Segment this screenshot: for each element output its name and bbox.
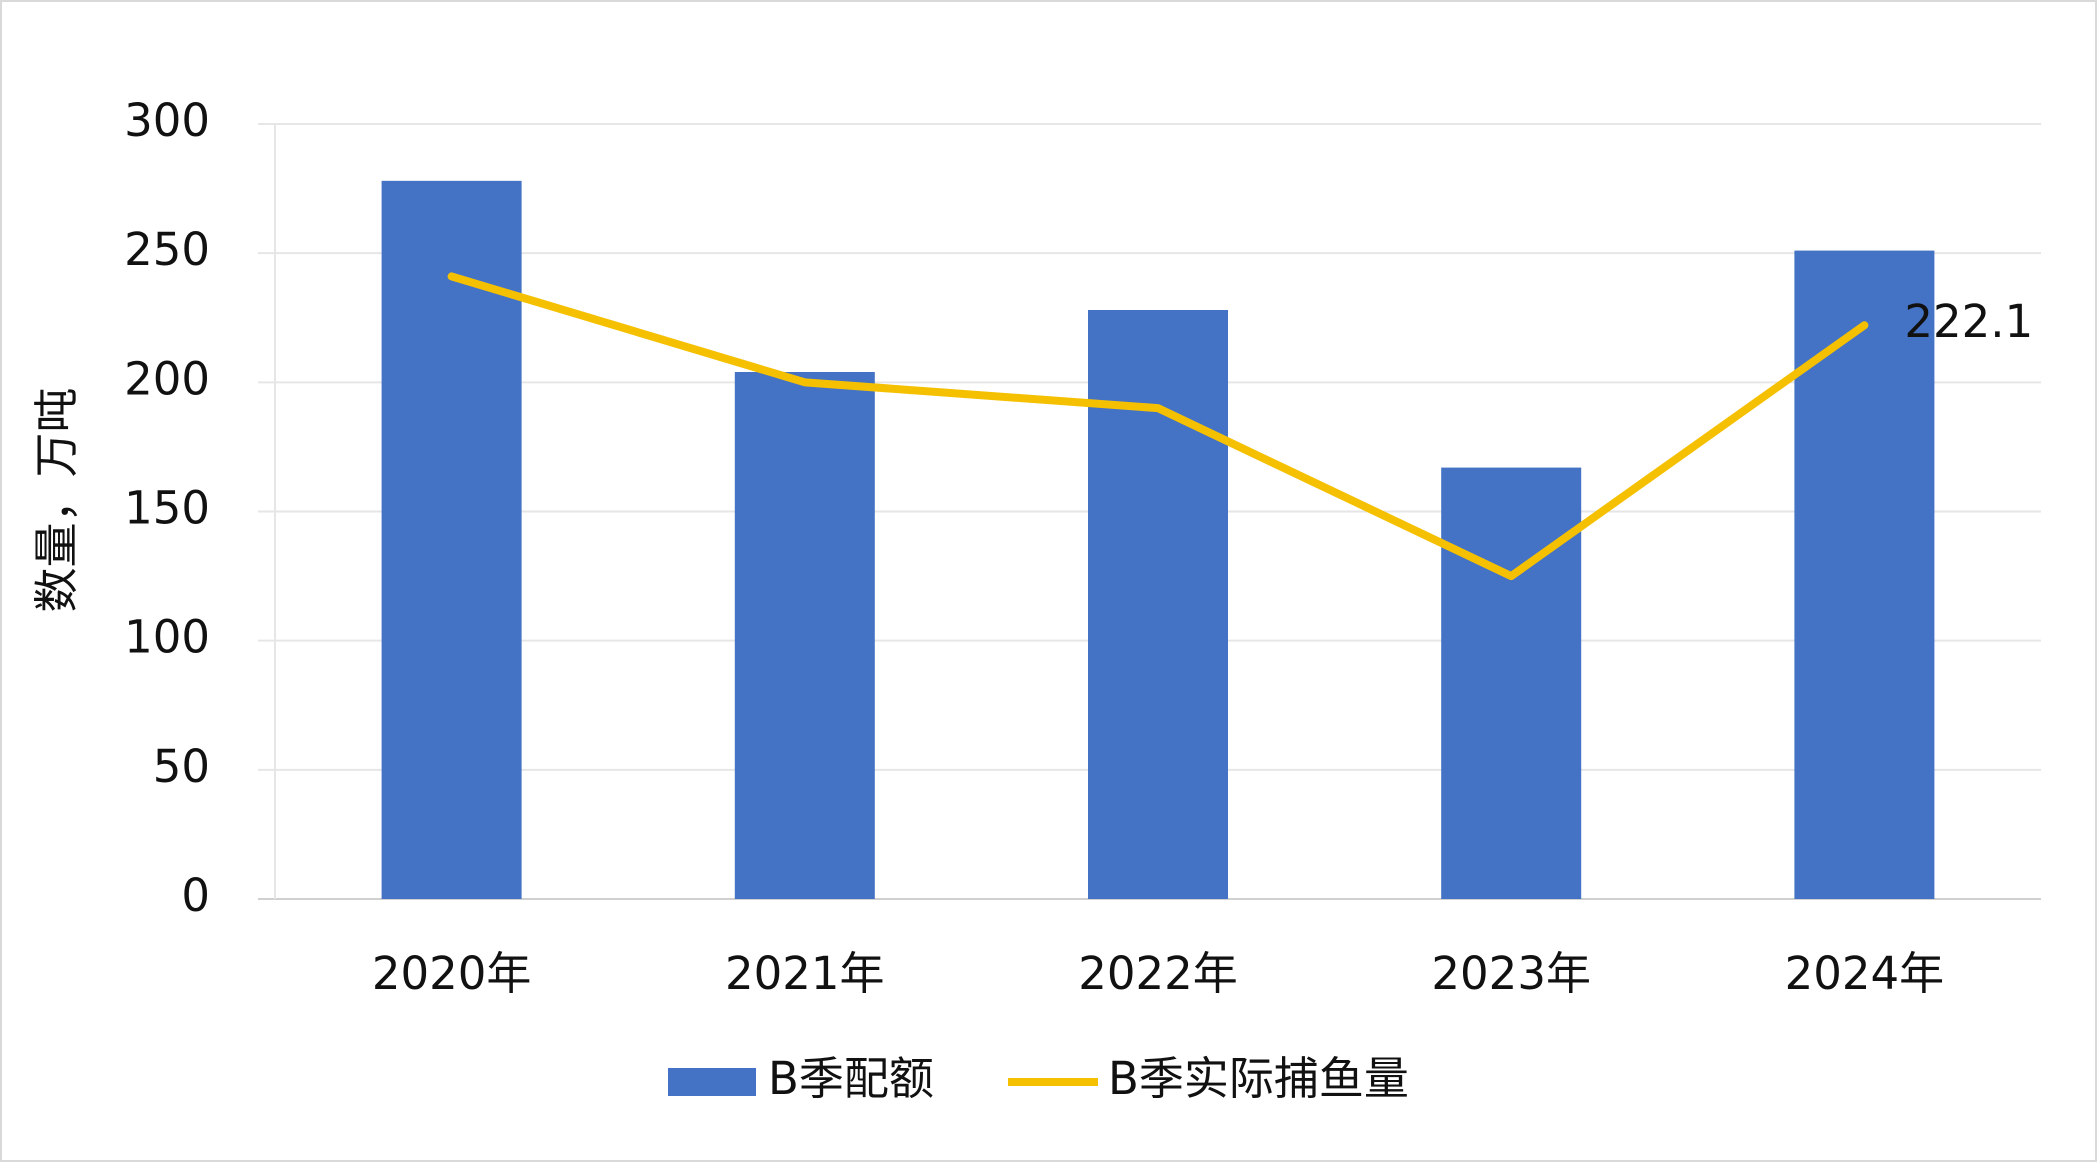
y-tick-label: 50 [153, 740, 210, 793]
x-tick-label: 2024年 [1785, 947, 1945, 1000]
bar [1088, 310, 1228, 899]
y-axis-title: 数量，万吨 [30, 387, 83, 612]
line [447, 272, 1869, 581]
y-tick-label: 0 [181, 869, 210, 922]
y-tick-label: 150 [124, 482, 210, 535]
x-tick-label: 2022年 [1078, 947, 1238, 1000]
y-tick-label: 200 [124, 352, 210, 405]
y-tick-label: 250 [124, 223, 210, 276]
x-tick-label: 2021年 [725, 947, 885, 1000]
bar [381, 180, 522, 900]
y-tick-label: 300 [124, 94, 210, 147]
y-tick-label: 100 [124, 611, 210, 664]
bar [734, 372, 875, 899]
legend-label: B季实际捕鱼量 [1108, 1052, 1409, 1105]
legend-swatch [668, 1068, 756, 1096]
x-tick-label: 2023年 [1431, 947, 1591, 1000]
x-tick-label: 2020年 [372, 947, 532, 1000]
legend-label: B季配额 [768, 1052, 934, 1105]
bar [1441, 467, 1582, 899]
data-label: 222.1 [1904, 295, 2033, 348]
